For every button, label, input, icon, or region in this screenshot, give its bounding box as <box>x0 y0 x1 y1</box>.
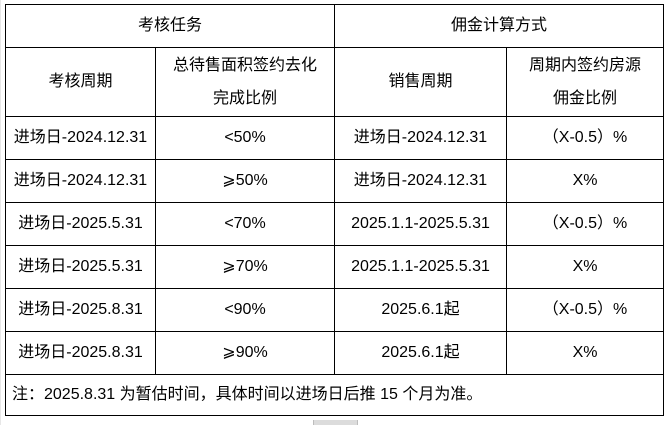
window-edge-line <box>0 0 1 425</box>
header-row-2: 考核周期 总待售面积签约去化 完成比例 销售周期 周期内签约房源 佣金比例 <box>5 47 665 117</box>
cell-assessment-period: 进场日-2025.8.31 <box>5 288 156 332</box>
cell-completion-ratio: <50% <box>154 116 336 160</box>
header-completion-ratio-line2: 完成比例 <box>213 90 278 107</box>
table-row: 进场日-2025.5.31 <70% 2025.1.1-2025.5.31 （X… <box>5 202 665 246</box>
header-commission-method: 佣金计算方式 <box>334 4 665 48</box>
header-row-1: 考核任务 佣金计算方式 <box>4 4 665 48</box>
table-row: 进场日-2025.5.31 ⩾70% 2025.1.1-2025.5.31 X% <box>5 245 665 289</box>
cell-completion-ratio: <70% <box>154 202 336 246</box>
cell-commission-ratio: （X-0.5）% <box>506 116 665 160</box>
cell-completion-ratio: ⩾90% <box>154 331 336 375</box>
header-completion-ratio-line1: 总待售面积签约去化 <box>173 57 318 74</box>
table-row: 进场日-2024.12.31 ⩾50% 进场日-2024.12.31 X% <box>5 159 665 203</box>
header-assessment-period: 考核周期 <box>5 47 156 117</box>
header-sales-period: 销售周期 <box>334 47 508 117</box>
cell-commission-ratio: （X-0.5）% <box>506 202 665 246</box>
cell-assessment-period: 进场日-2025.5.31 <box>5 245 156 289</box>
cell-sales-period: 2025.1.1-2025.5.31 <box>334 202 508 246</box>
header-commission-ratio-line1: 周期内签约房源 <box>529 57 642 74</box>
table-row: 进场日-2025.8.31 <90% 2025.6.1起 （X-0.5）% <box>5 288 665 332</box>
cell-commission-ratio: X% <box>506 245 665 289</box>
table-row: 进场日-2025.8.31 ⩾90% 2025.6.1起 X% <box>5 331 665 375</box>
footnote-text: 注：2025.8.31 为暂估时间，具体时间以进场日后推 15 个月为准。 <box>4 374 665 416</box>
header-commission-ratio: 周期内签约房源 佣金比例 <box>506 47 665 117</box>
cell-sales-period: 进场日-2024.12.31 <box>334 159 508 203</box>
cell-assessment-period: 进场日-2024.12.31 <box>5 116 156 160</box>
header-completion-ratio: 总待售面积签约去化 完成比例 <box>154 47 336 117</box>
cell-commission-ratio: （X-0.5）% <box>506 288 665 332</box>
cell-assessment-period: 进场日-2025.5.31 <box>5 202 156 246</box>
table-row: 进场日-2024.12.31 <50% 进场日-2024.12.31 （X-0.… <box>5 116 665 160</box>
cell-sales-period: 2025.6.1起 <box>334 288 508 332</box>
cell-sales-period: 2025.6.1起 <box>334 331 508 375</box>
cell-assessment-period: 进场日-2024.12.31 <box>5 159 156 203</box>
cell-completion-ratio: ⩾70% <box>154 245 336 289</box>
cell-completion-ratio: <90% <box>154 288 336 332</box>
cell-assessment-period: 进场日-2025.8.31 <box>5 331 156 375</box>
table-resize-handle[interactable] <box>313 420 358 425</box>
cell-commission-ratio: X% <box>506 159 665 203</box>
cell-completion-ratio: ⩾50% <box>154 159 336 203</box>
cell-sales-period: 进场日-2024.12.31 <box>334 116 508 160</box>
cell-sales-period: 2025.1.1-2025.5.31 <box>334 245 508 289</box>
cell-commission-ratio: X% <box>506 331 665 375</box>
footnote-row: 注：2025.8.31 为暂估时间，具体时间以进场日后推 15 个月为准。 <box>4 374 665 416</box>
header-commission-ratio-line2: 佣金比例 <box>553 90 618 107</box>
header-assessment-task: 考核任务 <box>4 4 336 48</box>
commission-assessment-table: 考核任务 佣金计算方式 考核周期 总待售面积签约去化 完成比例 销售周期 周期内… <box>4 4 665 416</box>
